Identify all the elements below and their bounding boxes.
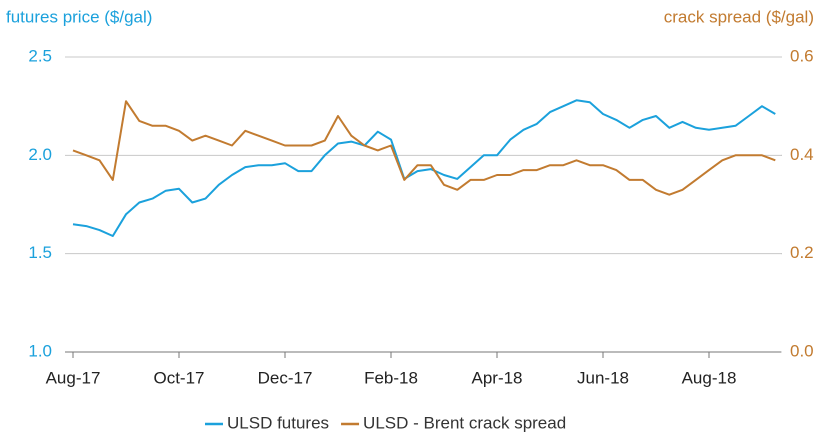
y2-axis-title: crack spread ($/gal): [664, 7, 814, 26]
x-tick-label: Aug-17: [46, 368, 101, 387]
series-line: [72, 99, 776, 237]
y-axis-title: futures price ($/gal): [6, 7, 152, 26]
x-tick-label: Aug-18: [682, 368, 737, 387]
y-tick-label: 1.0: [28, 341, 52, 360]
x-tick-label: Dec-17: [258, 368, 313, 387]
y2-tick-label: 0.4: [790, 145, 814, 164]
y2-tick-label: 0.2: [790, 243, 814, 262]
x-tick-label: Apr-18: [471, 368, 522, 387]
legend-label: ULSD futures: [227, 413, 329, 432]
x-tick-label: Jun-18: [577, 368, 629, 387]
x-tick-label: Oct-17: [153, 368, 204, 387]
y2-tick-label: 0.6: [790, 46, 814, 65]
y-tick-label: 2.5: [28, 46, 52, 65]
y-tick-label: 2.0: [28, 145, 52, 164]
x-tick-label: Feb-18: [364, 368, 418, 387]
y2-tick-label: 0.0: [790, 341, 814, 360]
series-line: [72, 100, 776, 196]
y-tick-label: 1.5: [28, 243, 52, 262]
legend-label: ULSD - Brent crack spread: [363, 413, 566, 432]
